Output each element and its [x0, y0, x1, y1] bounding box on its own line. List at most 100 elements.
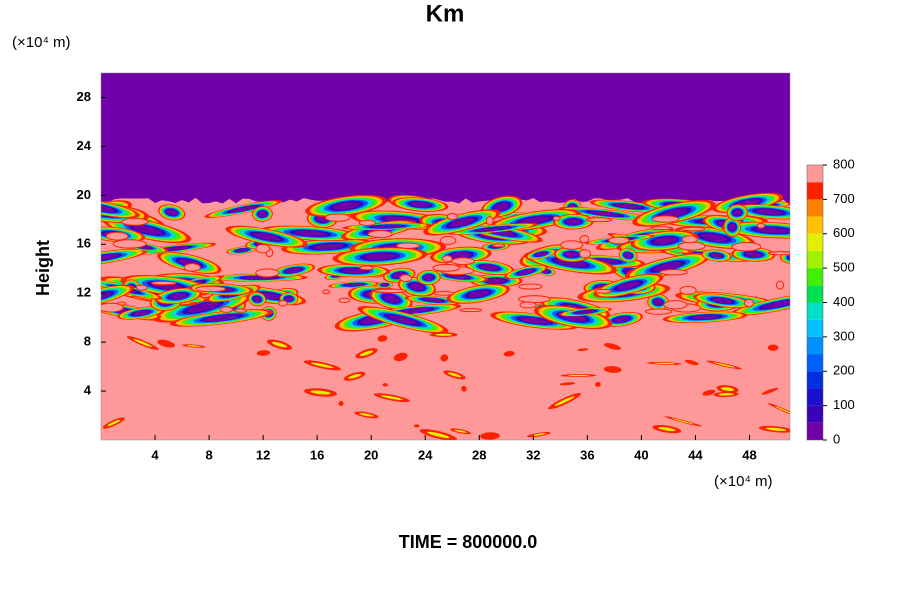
field-contour	[653, 299, 663, 306]
field-contour	[427, 431, 450, 439]
field-contour	[518, 269, 534, 275]
field-contour	[761, 387, 779, 395]
field-contour	[713, 362, 735, 368]
colorbar-band	[807, 388, 823, 406]
x-tick-label: 28	[472, 447, 486, 462]
field-contour	[381, 395, 403, 401]
colorbar-band	[807, 165, 823, 183]
field-contour	[480, 264, 498, 271]
y-tick-label: 8	[84, 334, 91, 349]
field-contour	[454, 429, 467, 433]
field-contour	[112, 239, 147, 249]
field-contour	[294, 230, 326, 237]
field-contour	[284, 296, 293, 302]
colorbar-tick-label: 500	[833, 260, 855, 275]
field-contour	[377, 335, 388, 342]
field-contour	[519, 301, 537, 309]
field-contour	[195, 285, 226, 293]
colorbar-band	[807, 422, 823, 440]
field-contour	[101, 254, 118, 261]
field-contour	[410, 201, 430, 208]
y-tick-label: 16	[77, 236, 91, 251]
field-contour	[105, 231, 129, 241]
field-contour	[230, 205, 256, 213]
field-contour	[743, 298, 754, 308]
field-contour	[187, 302, 219, 313]
field-contour	[256, 350, 271, 356]
field-contour	[616, 203, 641, 209]
field-contour	[380, 283, 389, 287]
field-contour	[494, 202, 509, 211]
field-contour	[313, 243, 344, 250]
colorbar-band	[807, 285, 823, 303]
field-contour	[132, 310, 149, 316]
field-contour	[186, 345, 201, 347]
field-contour	[603, 343, 621, 350]
field-contour	[590, 211, 620, 217]
field-contour	[311, 362, 334, 369]
field-contour	[651, 215, 680, 223]
field-contour	[101, 305, 102, 310]
field-contour	[650, 226, 673, 231]
x-tick-label: 44	[688, 447, 703, 462]
field-contour	[520, 216, 550, 225]
field-contour	[101, 302, 124, 313]
field-contour	[681, 226, 706, 232]
field-contour	[728, 223, 737, 231]
colorbar-tick-label: 700	[833, 191, 855, 206]
x-tick-label: 32	[526, 447, 540, 462]
field-contour	[382, 383, 388, 387]
field-contour	[608, 236, 630, 245]
field-contour	[461, 385, 467, 392]
field-contour	[701, 233, 728, 242]
field-contour	[396, 242, 421, 249]
colorbar-band	[807, 319, 823, 337]
field-contour	[435, 333, 453, 336]
field-contour	[367, 230, 393, 239]
field-contour	[259, 292, 282, 300]
field-contour	[535, 251, 547, 257]
field-contour	[449, 218, 475, 227]
x-unit: (×10⁴ m)	[714, 473, 773, 490]
field-contour	[107, 419, 121, 427]
field-contour	[342, 268, 366, 274]
colorbar-band	[807, 268, 823, 286]
field-contour	[720, 387, 735, 391]
field-contour	[767, 344, 779, 351]
field-contour	[579, 249, 592, 259]
field-contour	[359, 265, 374, 271]
x-tick-label: 4	[151, 447, 159, 462]
field-contour	[166, 209, 177, 216]
y-tick-label: 4	[84, 383, 92, 398]
field-region	[101, 73, 790, 206]
field-contour	[205, 314, 238, 322]
field-contour	[373, 224, 402, 229]
field-contour	[151, 280, 177, 286]
field-contour	[566, 218, 581, 225]
field-contour	[446, 212, 459, 221]
field-contour	[745, 251, 762, 258]
y-unit: (×10⁴ m)	[12, 34, 71, 51]
field-contour	[101, 305, 103, 311]
field-contour	[348, 373, 362, 379]
field-contour	[560, 240, 584, 250]
field-contour	[617, 281, 640, 290]
field-contour	[614, 316, 630, 323]
colorbar-tick-label: 100	[833, 397, 855, 412]
y-tick-label: 24	[77, 138, 92, 153]
colorbar-tick-label: 0	[833, 431, 840, 446]
field-contour	[671, 418, 695, 425]
colorbar-band	[807, 405, 823, 423]
field-contour	[487, 278, 506, 284]
colorbar-band	[807, 216, 823, 234]
field-contour	[756, 222, 766, 229]
field-contour	[450, 252, 471, 259]
field-contour	[485, 216, 494, 226]
y-tick-label: 28	[77, 89, 91, 104]
field-contour	[594, 288, 612, 294]
colorbar-tick-label: 300	[833, 328, 855, 343]
field-contour	[585, 217, 613, 223]
y-axis-label: Height	[33, 240, 53, 296]
field-contour	[659, 269, 688, 276]
field-contour	[653, 362, 675, 365]
